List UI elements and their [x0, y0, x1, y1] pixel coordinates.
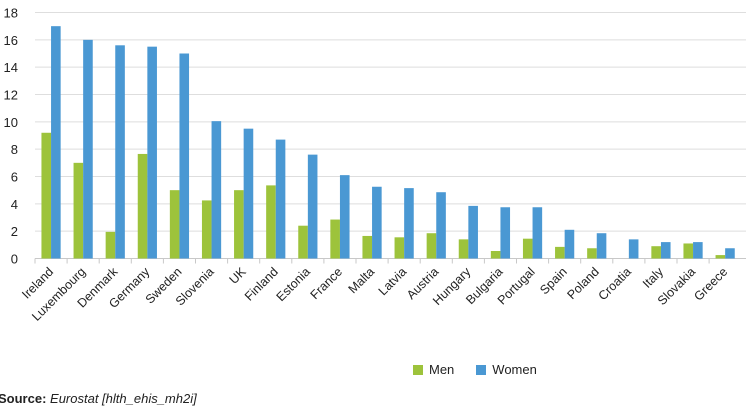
y-tick-label: 18 [4, 6, 18, 21]
bar-men [201, 200, 212, 259]
x-tick-label: Finland [242, 265, 281, 304]
x-tick-label: Greece [691, 265, 730, 304]
legend-item-women: Women [476, 362, 537, 377]
bar-women [436, 192, 446, 259]
bar-men [683, 243, 694, 259]
legend-swatch-women [476, 364, 487, 375]
bar-women [307, 154, 318, 259]
source-label: Source: [0, 391, 47, 406]
bar-men [458, 239, 469, 259]
x-tick-label: France [308, 265, 345, 302]
bar-women [468, 205, 478, 259]
bar-men [426, 233, 437, 259]
bar-men [394, 237, 405, 259]
bar-men [41, 132, 52, 259]
x-tick-label: Italy [640, 264, 667, 291]
bar-women [179, 53, 190, 259]
bar-men [73, 162, 84, 259]
legend-swatch-men [413, 364, 423, 375]
bar-men [651, 246, 661, 259]
bar-women [628, 239, 639, 259]
y-tick-label: 0 [11, 252, 18, 267]
bar-men [105, 231, 116, 259]
bar-men [490, 250, 501, 259]
bar-men [234, 190, 244, 259]
bar-women [500, 207, 511, 259]
x-tick-label: UK [227, 264, 250, 287]
bar-men [266, 185, 276, 259]
y-tick-label: 4 [11, 197, 18, 212]
y-tick-label: 2 [11, 224, 18, 239]
y-tick-label: 8 [11, 142, 18, 157]
bar-men [298, 225, 308, 259]
bar-men [587, 248, 597, 259]
bar-men [715, 255, 726, 259]
bar-women [596, 233, 607, 259]
bar-women [693, 242, 703, 259]
bar-men [137, 153, 148, 259]
bar-women [147, 46, 157, 259]
bar-men [330, 219, 340, 259]
y-tick-label: 16 [4, 33, 18, 48]
bar-men [522, 238, 533, 259]
bar-chart: 024681012141618IrelandLuxembourgDenmarkG… [4, 6, 746, 324]
legend-item-men: Men [413, 362, 454, 377]
bar-women [51, 26, 61, 259]
x-tick-label: Croatia [596, 265, 634, 303]
x-tick-label: Malta [346, 265, 378, 297]
y-tick-label: 10 [4, 115, 18, 130]
y-tick-label: 6 [11, 170, 18, 185]
bar-women [275, 139, 286, 259]
bar-men [555, 246, 565, 259]
bar-women [660, 242, 671, 259]
x-tick-label: Estonia [274, 265, 313, 304]
bar-women [339, 175, 350, 259]
bar-women [243, 128, 254, 259]
bar-women [725, 248, 735, 259]
bar-women [83, 39, 93, 259]
bar-women [404, 188, 414, 259]
x-tick-label: Poland [564, 265, 601, 302]
legend-label-men: Men [429, 362, 455, 377]
bar-men [362, 235, 373, 259]
bar-women [211, 121, 222, 259]
source-text: Eurostat [hlth_ehis_mh2i] [50, 391, 197, 406]
source-note: Source: Eurostat [hlth_ehis_mh2i] [0, 391, 197, 406]
bar-women [115, 45, 125, 259]
y-tick-label: 12 [4, 88, 18, 103]
bar-women [372, 186, 382, 259]
y-tick-label: 14 [4, 60, 18, 75]
legend-label-women: Women [492, 362, 537, 377]
bar-women [532, 207, 543, 259]
legend: Men Women [413, 362, 559, 377]
bar-women [564, 229, 575, 259]
bar-men [169, 190, 180, 259]
